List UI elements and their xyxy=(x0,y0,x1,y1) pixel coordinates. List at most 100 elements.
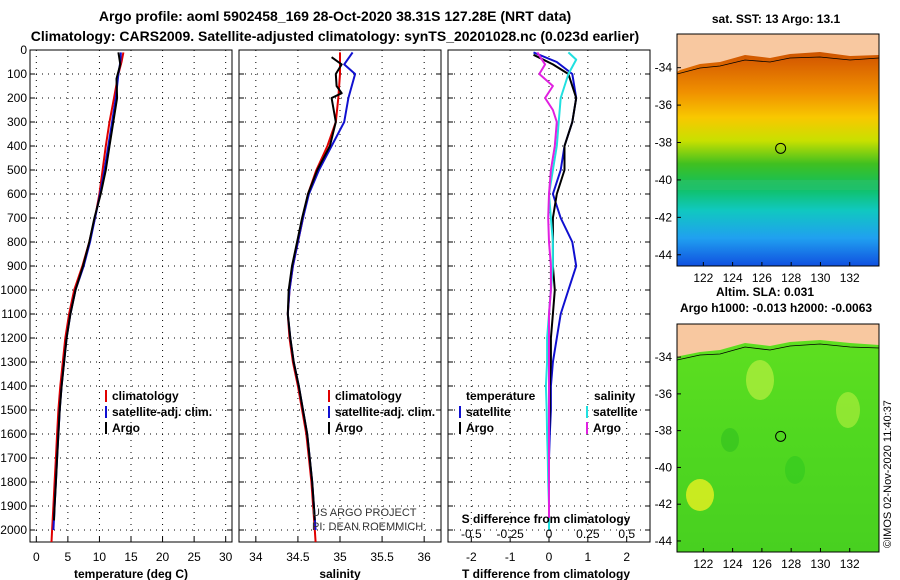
depth-tick-label: 1700 xyxy=(0,451,27,465)
x-tick-label: -1 xyxy=(505,550,516,564)
salinity-panel: 34 34.5 35 35.5 36 salinity climatology sate… xyxy=(238,49,442,580)
latitude-label: -40 xyxy=(655,460,673,474)
legend-label-argo: Argo xyxy=(335,421,363,435)
depth-tick-label: 1100 xyxy=(1,307,27,321)
longitude-label: 122 xyxy=(693,557,713,571)
x-tick-label: 34 xyxy=(249,550,263,564)
depth-tick-label: 1000 xyxy=(0,283,27,297)
australia-land xyxy=(677,34,879,72)
depth-tick-label: 2000 xyxy=(0,523,27,537)
sla-anomaly xyxy=(836,392,860,428)
temperature-legend: climatology satellite-adj. clim. Argo xyxy=(105,389,212,435)
profile-title: Argo profile: aoml 5902458_169 28-Oct-20… xyxy=(98,8,572,24)
temperature-xlabel: temperature (deg C) xyxy=(74,567,188,580)
latitude-label: -44 xyxy=(655,248,673,262)
salinity-legend: climatology satellite-adj. clim. Argo xyxy=(328,389,435,435)
temperature-panel: 0 5 10 15 20 25 30 0 100 200 300 400 500 600 700 800 90… xyxy=(0,43,232,580)
imos-watermark: ©IMOS 02-Nov-2020 11:40:37 xyxy=(882,400,894,548)
latitude-label: -36 xyxy=(655,387,673,401)
depth-tick-label: 1900 xyxy=(0,499,27,513)
argo-float-marker xyxy=(775,142,787,154)
x-tick-label: 20 xyxy=(156,550,170,564)
salinity-grid xyxy=(239,49,441,542)
latitude-label: -42 xyxy=(655,210,673,224)
legend-heading-temperature: temperature xyxy=(466,389,536,403)
salinity-x-ticks: 34 34.5 35 35.5 36 xyxy=(239,49,441,564)
x-tick-label: 5 xyxy=(65,550,72,564)
sla-map: Altim. SLA: 0.031 Argo h1000: -0.013 h20… xyxy=(655,285,880,571)
legend-label-t-satellite: satellite xyxy=(466,405,511,419)
legend-label-climatology: climatology xyxy=(112,389,179,403)
salinity-difference-ticks: -0.5 -0.25 0 0.25 0.5 xyxy=(461,527,635,541)
x-tick-label: 1 xyxy=(585,550,592,564)
longitude-label: 126 xyxy=(752,271,772,285)
s-tick-label: -0.5 xyxy=(461,527,482,541)
series-argo xyxy=(53,52,122,521)
temperature-x-ticks: 0 5 10 15 20 25 30 xyxy=(30,49,233,564)
s-tick-label: -0.25 xyxy=(496,527,524,541)
x-tick-label: 15 xyxy=(124,550,138,564)
series-s-argo xyxy=(536,51,558,518)
depth-tick-label: 600 xyxy=(7,187,27,201)
depth-tick-label: 700 xyxy=(7,211,27,225)
x-tick-label: 30 xyxy=(219,550,233,564)
depth-tick-label: 900 xyxy=(7,259,27,273)
depth-tick-label: 500 xyxy=(7,163,27,177)
t-difference-xlabel: T difference from climatology xyxy=(462,567,630,580)
depth-tick-label: 200 xyxy=(7,91,27,105)
series-climatology xyxy=(50,52,125,543)
depth-tick-label: 1400 xyxy=(0,379,27,393)
legend-label-argo: Argo xyxy=(112,421,140,435)
latitude-label: -40 xyxy=(655,173,673,187)
sst-field xyxy=(677,34,879,266)
longitude-label: 130 xyxy=(810,271,830,285)
longitude-label: 124 xyxy=(723,271,743,285)
x-tick-label: 35 xyxy=(333,550,347,564)
legend-label-satellite: satellite-adj. clim. xyxy=(112,405,212,419)
longitude-label: 122 xyxy=(693,271,713,285)
difference-legend: temperature salinity satellite Argo sate… xyxy=(459,389,638,435)
sla-map-title: Altim. SLA: 0.031 xyxy=(716,285,814,299)
sst-band xyxy=(677,180,879,190)
depth-tick-label: 1300 xyxy=(0,355,27,369)
climatology-title: Climatology: CARS2009. Satellite-adjuste… xyxy=(30,28,640,44)
sla-anomaly xyxy=(686,479,714,511)
sla-anomaly xyxy=(746,360,774,400)
series-argo xyxy=(286,56,343,521)
longitude-label: 126 xyxy=(752,557,772,571)
project-annotation: US ARGO PROJECT xyxy=(312,507,417,519)
longitude-label: 124 xyxy=(723,557,743,571)
pi-annotation: PI: DEAN ROEMMICH xyxy=(312,521,423,533)
temperature-series xyxy=(50,52,125,543)
difference-panel: -2 -1 0 1 2 -0.5 -0.25 0 0.25 0.5 S difference f… xyxy=(447,49,651,580)
s-difference-label: S difference from climatology xyxy=(462,512,631,526)
depth-tick-label: 800 xyxy=(7,235,27,249)
depth-tick-label: 400 xyxy=(7,139,27,153)
sst-map-axes: 122 124 126 128 130 132 -34 -36 -38 -40 -42 -44 xyxy=(655,61,860,285)
sla-map-subtitle: Argo h1000: -0.013 h2000: -0.0063 xyxy=(680,301,872,315)
latitude-label: -42 xyxy=(655,497,673,511)
x-tick-label: 10 xyxy=(93,550,107,564)
legend-label-satellite: satellite-adj. clim. xyxy=(335,405,435,419)
x-tick-label: 36 xyxy=(417,550,431,564)
difference-series xyxy=(533,51,578,530)
depth-tick-label: 300 xyxy=(7,115,27,129)
depth-tick-label: 100 xyxy=(7,67,27,81)
sst-map-title: sat. SST: 13 Argo: 13.1 xyxy=(712,12,841,26)
difference-x-ticks: -2 -1 0 1 2 xyxy=(448,49,650,564)
australia-land xyxy=(677,324,879,358)
legend-label-s-argo: Argo xyxy=(593,421,621,435)
latitude-label: -38 xyxy=(655,424,673,438)
depth-axis: 0 100 200 300 400 500 600 700 800 900 1000 1100 1200… xyxy=(0,43,27,537)
latitude-label: -44 xyxy=(655,534,673,548)
depth-tick-label: 1800 xyxy=(0,475,27,489)
longitude-label: 130 xyxy=(810,557,830,571)
latitude-label: -34 xyxy=(655,61,673,75)
sla-anomaly xyxy=(785,456,805,484)
legend-label-s-satellite: satellite xyxy=(593,405,638,419)
s-tick-label: 0 xyxy=(546,527,553,541)
legend-label-climatology: climatology xyxy=(335,389,402,403)
difference-grid xyxy=(448,49,650,542)
salinity-xlabel: salinity xyxy=(319,567,361,580)
x-tick-label: 0 xyxy=(546,550,553,564)
